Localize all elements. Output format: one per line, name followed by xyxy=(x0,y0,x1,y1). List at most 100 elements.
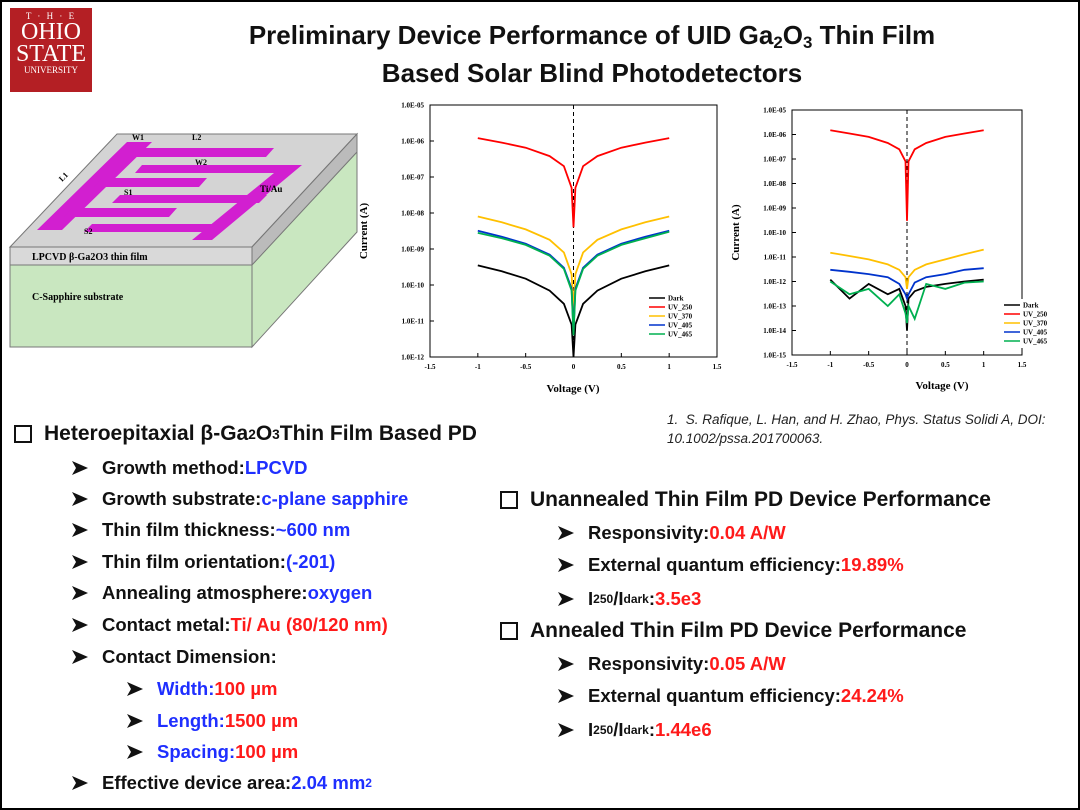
data-line xyxy=(477,264,670,358)
x-tick-label: 0 xyxy=(572,363,576,371)
arrow-bullet xyxy=(72,586,88,600)
item-label: Growth substrate: xyxy=(102,488,262,509)
substrate-label: C-Sapphire substrate xyxy=(32,292,124,303)
logo-name: STATE xyxy=(15,41,87,67)
item-value: 100 µm xyxy=(214,678,278,699)
y-tick-label: 1.0E-10 xyxy=(763,229,786,237)
x-tick-label: -1 xyxy=(827,361,833,369)
heading-text: Thin Film Based PD xyxy=(279,422,477,445)
dim-label: S2 xyxy=(84,227,92,236)
logo-bottom: UNIVERSITY xyxy=(24,65,78,75)
item-label: Effective device area: xyxy=(102,772,292,793)
logo: T · H · E OHIO STATE UNIVERSITY xyxy=(10,8,92,92)
x-tick-label: 0.5 xyxy=(617,363,626,371)
item-label: Thin film orientation: xyxy=(102,551,286,572)
item-label: 250 xyxy=(593,592,614,606)
item-value: 19.89% xyxy=(840,554,904,575)
bullet-item: Width: 100 µm xyxy=(127,678,278,700)
item-label: Annealing atmosphere: xyxy=(102,582,308,603)
item-label: Responsivity: xyxy=(588,522,710,543)
item-value: LPCVD xyxy=(244,457,308,478)
title: Preliminary Device Performance of UID Ga… xyxy=(102,20,1078,53)
item-label: Thin film thickness: xyxy=(102,519,276,540)
x-tick-label: -1.5 xyxy=(424,363,436,371)
reference: 1. S. Rafique, L. Han, and H. Zhao, Phys… xyxy=(667,410,1057,448)
x-tick-label: 1.5 xyxy=(1018,361,1027,369)
item-value: 24.24% xyxy=(840,685,904,706)
item-value: 2.04 mm xyxy=(291,772,366,793)
heading-text: Heteroepitaxial β-Ga xyxy=(44,422,249,445)
heading-text: Unannealed Thin Film PD Device Performan… xyxy=(530,488,991,511)
legend-label: UV_250 xyxy=(1023,311,1048,319)
item-value: Ti/ Au (80/120 nm) xyxy=(230,614,388,635)
bullet-item: I 250/I dark: 1.44e6 xyxy=(558,719,712,741)
ref-number: 1. xyxy=(667,412,679,427)
bullet-item: Annealing atmosphere: oxygen xyxy=(72,582,372,604)
heading: Heteroepitaxial β-Ga 2 O 3 Thin Film Based … xyxy=(14,422,477,446)
arrow-bullet xyxy=(72,650,88,664)
x-tick-label: -1 xyxy=(475,363,481,371)
heading: Annealed Thin Film PD Device Performance xyxy=(500,619,966,643)
item-label: Width: xyxy=(157,678,215,699)
data-line xyxy=(829,280,984,324)
arrow-bullet xyxy=(127,745,143,759)
legend-label: UV_370 xyxy=(1023,320,1048,328)
item-sup: 2 xyxy=(365,776,372,790)
item-label: : xyxy=(648,588,656,609)
y-tick-label: 1.0E-13 xyxy=(763,303,786,311)
heading-text: 2 xyxy=(248,426,256,442)
y-tick-label: 1.0E-07 xyxy=(763,156,786,164)
y-axis-label: Current (A) xyxy=(730,204,742,261)
title-text: O xyxy=(782,20,803,50)
x-tick-label: 1.5 xyxy=(713,363,722,371)
checkbox xyxy=(500,622,518,640)
y-axis-label: Current (A) xyxy=(358,203,370,260)
data-line xyxy=(829,278,984,331)
x-tick-label: 1 xyxy=(982,361,986,369)
legend-label: UV_370 xyxy=(668,313,693,321)
item-value: 1.44e6 xyxy=(655,719,712,740)
item-label: Responsivity: xyxy=(588,653,710,674)
legend-label: Dark xyxy=(1023,302,1039,310)
x-tick-label: -1.5 xyxy=(786,361,798,369)
bullet-item: External quantum efficiency: 19.89% xyxy=(558,554,904,576)
logo-top: T · H · E xyxy=(25,11,77,21)
legend-label: UV_405 xyxy=(1023,329,1048,337)
data-line xyxy=(477,137,670,228)
title-text: Thin Film xyxy=(812,20,936,50)
heading: Unannealed Thin Film PD Device Performan… xyxy=(500,488,991,512)
bullet-item: Responsivity: 0.04 A/W xyxy=(558,522,786,544)
legend-label: UV_405 xyxy=(668,322,693,330)
y-tick-label: 1.0E-12 xyxy=(401,354,424,362)
y-tick-label: 1.0E-09 xyxy=(763,205,786,213)
y-tick-label: 1.0E-12 xyxy=(763,278,786,286)
item-label: 250 xyxy=(593,723,614,737)
arrow-bullet xyxy=(72,618,88,632)
item-label: I xyxy=(588,719,594,740)
x-tick-label: 1 xyxy=(667,363,671,371)
item-label: Length: xyxy=(157,709,225,731)
arrow-bullet xyxy=(558,657,574,671)
y-tick-label: 1.0E-05 xyxy=(401,102,424,110)
arrow-bullet xyxy=(558,689,574,703)
item-label: /I xyxy=(613,588,624,609)
y-tick-label: 1.0E-14 xyxy=(763,327,786,335)
x-axis-label: Voltage (V) xyxy=(546,383,599,395)
bullet-item: Responsivity: 0.05 A/W xyxy=(558,653,786,675)
item-label: Contact metal: xyxy=(102,614,231,635)
arrow-bullet xyxy=(127,713,143,728)
bullet-item: I 250/I dark: 3.5e3 xyxy=(558,588,701,610)
heading-text: 3 xyxy=(272,426,280,442)
legend-label: UV_250 xyxy=(668,304,693,312)
y-tick-label: 1.0E-06 xyxy=(401,138,424,146)
arrow-bullet xyxy=(72,461,88,475)
title-sub: 3 xyxy=(803,33,813,52)
arrow-bullet xyxy=(72,776,88,790)
item-label: : xyxy=(648,719,656,740)
item-value: 0.04 A/W xyxy=(709,522,786,543)
item-label: I xyxy=(588,588,594,609)
x-axis-label: Voltage (V) xyxy=(915,380,968,392)
device-diagram: W1 L2 W2 L1 S1 Ti/Au S2 LPCVD β-Ga2O3 th… xyxy=(8,132,359,349)
